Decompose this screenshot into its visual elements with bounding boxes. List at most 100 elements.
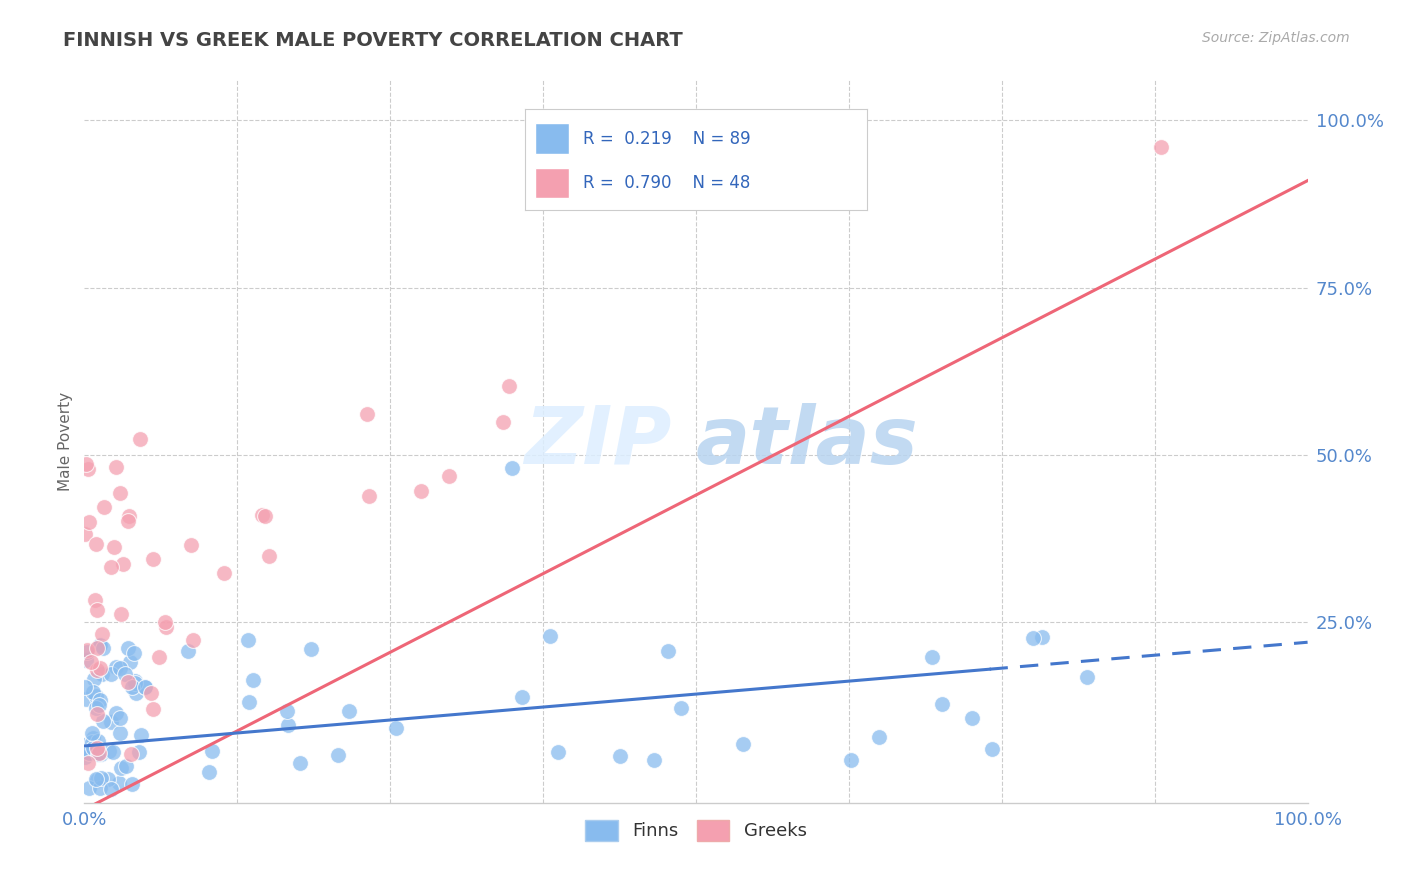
Point: [82, 731, 104, 745]
Point: [84, 772, 107, 786]
Point: [121, 680, 143, 694]
Point: [82, 685, 104, 699]
Point: [93, 500, 115, 514]
Point: [103, 746, 125, 760]
Point: [76, 756, 98, 770]
Point: [134, 681, 156, 695]
Point: [108, 711, 131, 725]
Point: [100, 714, 122, 729]
Point: [134, 681, 156, 695]
Point: [111, 557, 134, 571]
Point: [108, 726, 131, 740]
Point: [75, 750, 97, 764]
Point: [253, 509, 276, 524]
Point: [114, 667, 136, 681]
Point: [547, 745, 569, 759]
Point: [77, 462, 100, 476]
Point: [89, 746, 111, 760]
Point: [657, 644, 679, 658]
Point: [181, 632, 204, 647]
Point: [1031, 630, 1053, 644]
Text: atlas: atlas: [696, 402, 918, 481]
Point: [77, 515, 100, 529]
Point: [86, 640, 108, 655]
Point: [75, 527, 97, 541]
Point: [502, 461, 524, 475]
Point: [124, 676, 146, 690]
Point: [180, 538, 202, 552]
Point: [110, 607, 132, 622]
Text: ZIP: ZIP: [524, 402, 672, 481]
Point: [110, 485, 132, 500]
Point: [100, 559, 122, 574]
Point: [921, 649, 943, 664]
Point: [125, 686, 148, 700]
Point: [83, 672, 105, 686]
Point: [242, 673, 264, 687]
Point: [250, 508, 273, 522]
Text: Source: ZipAtlas.com: Source: ZipAtlas.com: [1202, 31, 1350, 45]
Point: [131, 728, 153, 742]
Point: [75, 692, 97, 706]
Point: [115, 759, 138, 773]
Point: [76, 645, 98, 659]
Point: [733, 737, 755, 751]
Point: [83, 592, 105, 607]
Point: [868, 730, 890, 744]
Point: [118, 508, 141, 523]
Point: [839, 753, 862, 767]
Legend: Finns, Greeks: Finns, Greeks: [578, 813, 814, 848]
Point: [84, 689, 107, 703]
Point: [236, 632, 259, 647]
Point: [139, 686, 162, 700]
Point: [86, 741, 108, 756]
Point: [87, 734, 110, 748]
Point: [124, 674, 146, 689]
Point: [337, 704, 360, 718]
Point: [77, 780, 100, 795]
Point: [91, 640, 114, 655]
Point: [142, 552, 165, 566]
Point: [87, 640, 110, 654]
Point: [960, 711, 983, 725]
Point: [100, 667, 122, 681]
Point: [538, 630, 561, 644]
Point: [75, 739, 97, 753]
Point: [142, 702, 165, 716]
Point: [212, 566, 235, 580]
Point: [277, 717, 299, 731]
Point: [120, 747, 142, 761]
Point: [90, 627, 112, 641]
Point: [86, 773, 108, 788]
Point: [110, 661, 132, 675]
Point: [105, 660, 128, 674]
Y-axis label: Male Poverty: Male Poverty: [58, 392, 73, 491]
Point: [492, 415, 515, 429]
Point: [75, 680, 97, 694]
Point: [89, 638, 111, 652]
Point: [89, 692, 111, 706]
Point: [498, 379, 520, 393]
Point: [82, 735, 104, 749]
Point: [356, 408, 378, 422]
Point: [155, 615, 177, 630]
Point: [117, 675, 139, 690]
Point: [77, 746, 100, 760]
Point: [75, 457, 97, 471]
Point: [177, 644, 200, 658]
Point: [86, 707, 108, 722]
Point: [299, 642, 322, 657]
Point: [257, 549, 280, 563]
Point: [148, 649, 170, 664]
Point: [326, 748, 349, 763]
Point: [437, 468, 460, 483]
Point: [201, 744, 224, 758]
Point: [75, 653, 97, 667]
Point: [981, 741, 1004, 756]
Point: [671, 701, 693, 715]
Point: [91, 667, 114, 681]
Point: [931, 698, 953, 712]
Point: [86, 603, 108, 617]
Point: [103, 540, 125, 554]
Point: [75, 744, 97, 758]
